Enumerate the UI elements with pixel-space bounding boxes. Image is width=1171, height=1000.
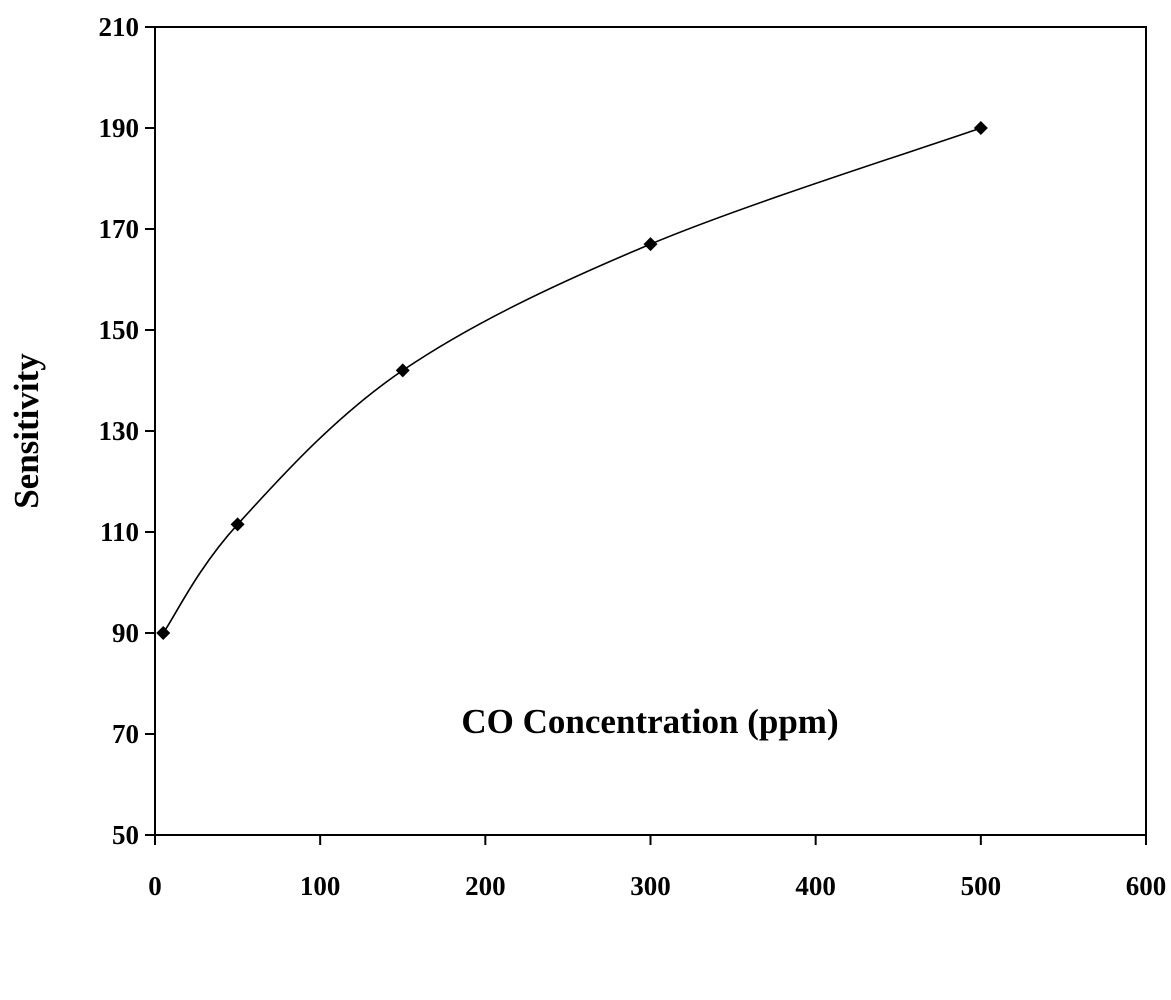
- data-point-marker: [395, 363, 410, 378]
- x-tick-label: 200: [465, 871, 506, 901]
- data-point-marker: [156, 626, 171, 640]
- data-point-marker: [230, 517, 245, 532]
- series-line: [162, 127, 982, 634]
- x-tick-label: 500: [961, 871, 1002, 901]
- y-tick-label: 130: [99, 416, 140, 446]
- y-axis-title: Sensitivity: [7, 353, 46, 509]
- y-tick-label: 90: [112, 618, 139, 648]
- y-tick-label: 150: [99, 315, 140, 345]
- y-tick-label: 170: [99, 214, 140, 244]
- y-axis-ticks: 50 70 90 110 130 150 170 190 210: [99, 12, 155, 850]
- y-tick-label: 70: [112, 719, 139, 749]
- y-tick-label: 190: [99, 113, 140, 143]
- x-tick-label: 0: [148, 871, 162, 901]
- x-axis-title: CO Concentration (ppm): [461, 702, 838, 741]
- y-tick-label: 110: [100, 517, 139, 547]
- x-tick-label: 600: [1126, 871, 1167, 901]
- x-tick-label: 300: [630, 871, 671, 901]
- data-markers: [156, 121, 988, 640]
- data-point-marker: [973, 121, 988, 135]
- y-tick-label: 50: [112, 820, 139, 850]
- x-tick-label: 400: [795, 871, 836, 901]
- x-axis-ticks: 0 100 200 300 400 500 600: [148, 835, 1166, 901]
- y-tick-label: 210: [99, 12, 140, 42]
- x-tick-label: 100: [300, 871, 341, 901]
- data-point-marker: [643, 237, 658, 252]
